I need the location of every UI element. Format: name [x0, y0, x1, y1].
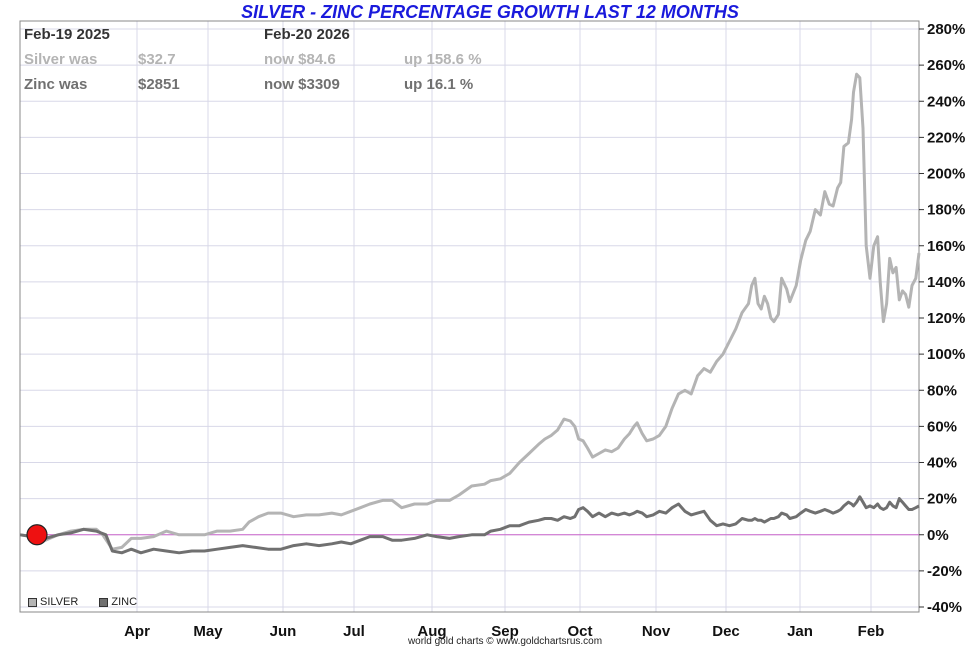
x-tick-label: Aug: [417, 623, 446, 640]
y-tick-label: 240%: [927, 93, 965, 110]
x-tick-label: Oct: [567, 623, 592, 640]
x-tick-label: Nov: [642, 623, 671, 640]
y-tick-label: 220%: [927, 129, 965, 146]
y-tick-label: 160%: [927, 238, 965, 255]
y-tick-label: 40%: [927, 455, 957, 472]
y-tick-label: 200%: [927, 166, 965, 183]
y-tick-label: 60%: [927, 418, 957, 435]
x-axis: Apr May Jun Jul Aug Sep Oct Nov Dec Jan Feb: [124, 623, 884, 640]
x-tick-label: Jul: [343, 623, 365, 640]
y-tick-label: -20%: [927, 563, 962, 580]
zinc-label: Zinc was: [24, 76, 88, 93]
y-tick-label: 260%: [927, 57, 965, 74]
y-tick-label: 120%: [927, 310, 965, 327]
silver-now-value: now $84.6: [264, 51, 336, 68]
series-group: [19, 72, 921, 555]
footer-credit: world gold charts © www.goldchartsrus.co…: [407, 636, 603, 647]
start-date: Feb-19 2025: [24, 26, 110, 43]
series-line-zinc: [19, 495, 920, 555]
chart-title: SILVER - ZINC PERCENTAGE GROWTH LAST 12 …: [241, 2, 739, 22]
x-tick-label: Feb: [858, 623, 885, 640]
zinc-change: up 16.1 %: [404, 76, 474, 93]
x-tick-label: May: [193, 623, 223, 640]
y-tick-label: 0%: [927, 527, 949, 544]
zinc-now-value: now $3309: [264, 76, 340, 93]
y-axis: 280% 260% 240% 220% 200% 180% 160% 140% 120% 100%…: [919, 21, 965, 616]
legend-zinc-swatch: [99, 597, 109, 607]
y-tick-label: 180%: [927, 202, 965, 219]
end-date: Feb-20 2026: [264, 26, 350, 43]
zinc-was-value: $2851: [138, 76, 180, 93]
x-tick-label: Sep: [491, 623, 519, 640]
silver-was-value: $32.7: [138, 51, 176, 68]
plot-frame: [19, 20, 920, 613]
y-tick-label: 100%: [927, 346, 965, 363]
start-marker: [26, 524, 48, 546]
x-tick-label: Jan: [787, 623, 813, 640]
legend-silver-swatch: [28, 597, 37, 607]
grid: [20, 21, 919, 612]
y-tick-label: 140%: [927, 274, 965, 291]
x-tick-label: Apr: [124, 623, 150, 640]
y-tick-label: -40%: [927, 599, 962, 616]
y-tick-label: 280%: [927, 21, 965, 38]
y-tick-label: 80%: [927, 382, 957, 399]
series-line-silver: [19, 72, 921, 551]
x-tick-label: Jun: [270, 623, 297, 640]
silver-label: Silver was: [24, 51, 98, 68]
legend: SILVER ZINC: [28, 596, 137, 608]
legend-silver-label: SILVER: [40, 596, 79, 608]
x-tick-label: Dec: [712, 623, 740, 640]
legend-zinc-label: ZINC: [111, 596, 138, 608]
y-tick-label: 20%: [927, 491, 957, 508]
silver-change: up 158.6 %: [404, 51, 482, 68]
